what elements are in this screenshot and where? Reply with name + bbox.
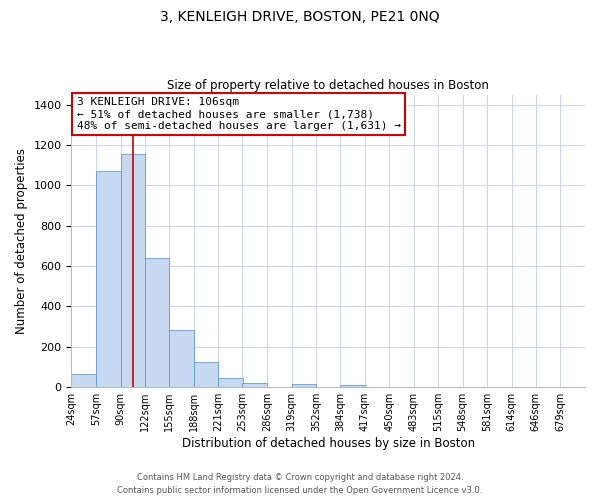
Y-axis label: Number of detached properties: Number of detached properties — [15, 148, 28, 334]
Bar — [71, 374, 96, 387]
Bar — [242, 383, 267, 387]
Title: Size of property relative to detached houses in Boston: Size of property relative to detached ho… — [167, 79, 489, 92]
Bar — [169, 330, 194, 387]
Bar — [96, 172, 121, 387]
Text: 3 KENLEIGH DRIVE: 106sqm
← 51% of detached houses are smaller (1,738)
48% of sem: 3 KENLEIGH DRIVE: 106sqm ← 51% of detach… — [77, 98, 401, 130]
Text: 3, KENLEIGH DRIVE, BOSTON, PE21 0NQ: 3, KENLEIGH DRIVE, BOSTON, PE21 0NQ — [160, 10, 440, 24]
Bar — [340, 385, 365, 387]
Text: Contains HM Land Registry data © Crown copyright and database right 2024.
Contai: Contains HM Land Registry data © Crown c… — [118, 474, 482, 495]
Bar — [292, 384, 316, 387]
Bar — [145, 258, 169, 387]
X-axis label: Distribution of detached houses by size in Boston: Distribution of detached houses by size … — [182, 437, 475, 450]
Bar — [194, 362, 218, 387]
Bar — [218, 378, 243, 387]
Bar — [121, 154, 145, 387]
